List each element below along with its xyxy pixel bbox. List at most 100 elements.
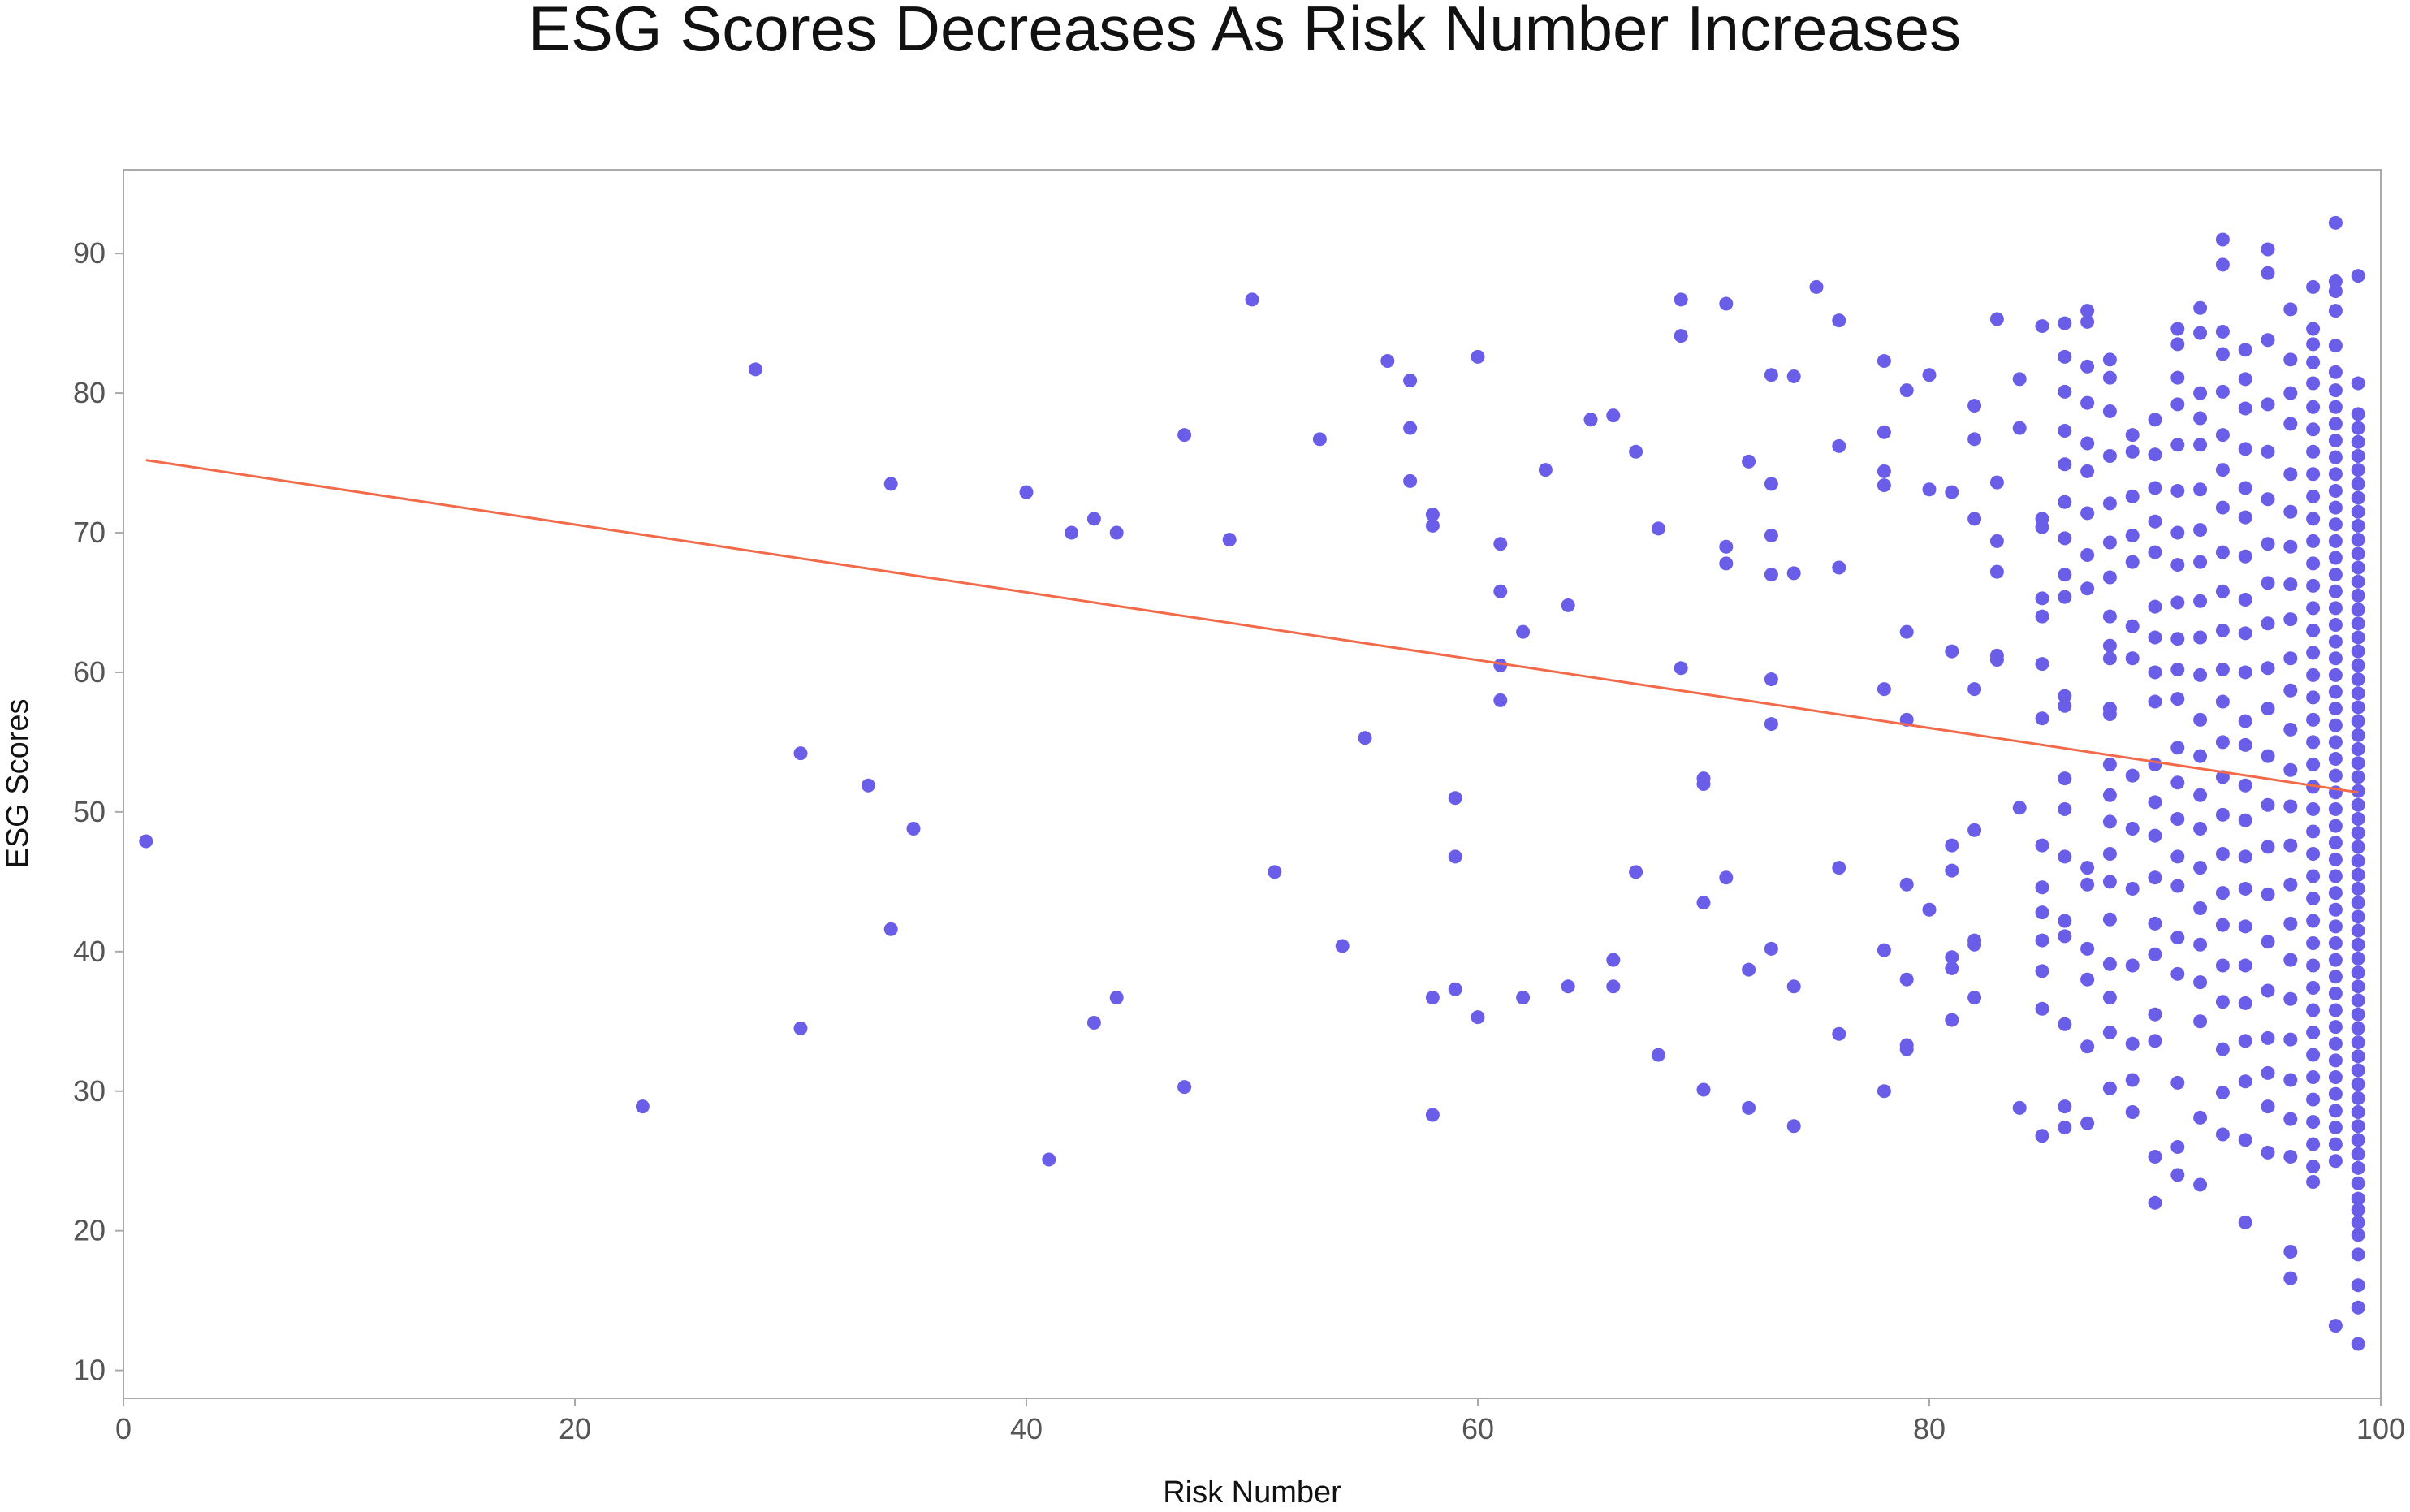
data-point [2351, 1063, 2365, 1078]
data-point [1832, 560, 1846, 575]
data-point [2148, 1150, 2162, 1164]
data-point [2080, 304, 2095, 318]
data-point [2035, 609, 2049, 624]
data-point [2306, 801, 2321, 816]
data-point [1922, 368, 1937, 382]
x-tick-label: 20 [559, 1412, 591, 1445]
data-point [1742, 454, 1756, 469]
data-point [2328, 819, 2343, 833]
data-point [2351, 881, 2365, 896]
data-point [2215, 846, 2230, 861]
data-point [2328, 467, 2343, 482]
data-point [1719, 296, 1734, 311]
data-point [2170, 663, 2185, 677]
data-point [2283, 722, 2298, 737]
data-point [2148, 947, 2162, 961]
data-point [2261, 492, 2275, 507]
data-point [2283, 1112, 2298, 1126]
data-point [2238, 881, 2252, 896]
data-point [2328, 702, 2343, 716]
data-point [1922, 482, 1937, 497]
data-point [2102, 707, 2117, 722]
data-point [2238, 665, 2252, 680]
data-point [2193, 937, 2208, 952]
data-point [2351, 1119, 2365, 1134]
data-point [2125, 958, 2140, 973]
data-point [2193, 326, 2208, 340]
data-point [2215, 886, 2230, 901]
data-point [2306, 690, 2321, 705]
data-point [2306, 1115, 2321, 1130]
data-point [2283, 1150, 2298, 1164]
data-point [2283, 539, 2298, 554]
data-point [2351, 644, 2365, 659]
data-point [2035, 319, 2049, 334]
data-point [2328, 584, 2343, 598]
data-point [2306, 400, 2321, 414]
data-point [2283, 417, 2298, 431]
data-point [2351, 1191, 2365, 1206]
data-point [2215, 324, 2230, 339]
data-point [2080, 359, 2095, 374]
data-point [2351, 1035, 2365, 1050]
data-point [883, 477, 898, 491]
data-point [2035, 1129, 2049, 1143]
data-point [2306, 981, 2321, 996]
data-point [2351, 434, 2365, 449]
data-point [2261, 1099, 2275, 1114]
data-point [2328, 500, 2343, 515]
data-point [1719, 870, 1734, 885]
data-point [2328, 1036, 2343, 1051]
data-point [2351, 966, 2365, 980]
data-point [2351, 672, 2365, 687]
data-point [2193, 630, 2208, 645]
data-point [2306, 444, 2321, 459]
data-point [2283, 302, 2298, 317]
data-point [2193, 1177, 2208, 1192]
data-point [2328, 551, 2343, 565]
data-point [1877, 478, 1891, 493]
data-point [2080, 436, 2095, 451]
data-point [1786, 1119, 1801, 1134]
data-point [2148, 694, 2162, 709]
data-point [2328, 634, 2343, 649]
data-point [2351, 504, 2365, 519]
data-point [139, 834, 153, 849]
data-point [2170, 322, 2185, 336]
data-point [1380, 354, 1395, 369]
data-point [2351, 603, 2365, 617]
data-point [2328, 400, 2343, 414]
data-point [2328, 953, 2343, 967]
data-point [2306, 712, 2321, 727]
data-point [2351, 1203, 2365, 1217]
y-tick-label: 60 [73, 655, 106, 689]
data-point [1945, 1013, 1959, 1027]
data-point [2306, 601, 2321, 616]
data-point [2306, 757, 2321, 771]
data-point [2283, 504, 2298, 519]
data-point [2351, 376, 2365, 391]
data-point [2035, 838, 2049, 853]
data-point [2148, 481, 2162, 495]
data-point [1899, 624, 1914, 639]
data-point [2238, 343, 2252, 357]
data-point [2058, 1099, 2072, 1114]
data-point [2058, 531, 2072, 546]
data-point [2306, 1003, 2321, 1017]
data-point [2283, 1244, 2298, 1259]
data-point [1809, 279, 1824, 294]
data-point [1042, 1152, 1056, 1167]
data-point [2080, 861, 2095, 875]
data-point [2328, 902, 2343, 917]
data-point [1764, 717, 1778, 732]
data-point [2306, 891, 2321, 905]
data-point [1606, 408, 1621, 423]
data-point [2215, 500, 2230, 515]
data-point [2148, 1007, 2162, 1022]
data-point [2215, 735, 2230, 750]
data-point [2238, 626, 2252, 641]
data-point [2170, 741, 2185, 755]
data-point [2215, 1127, 2230, 1142]
trend-line [145, 459, 2359, 794]
data-point [1764, 528, 1778, 542]
